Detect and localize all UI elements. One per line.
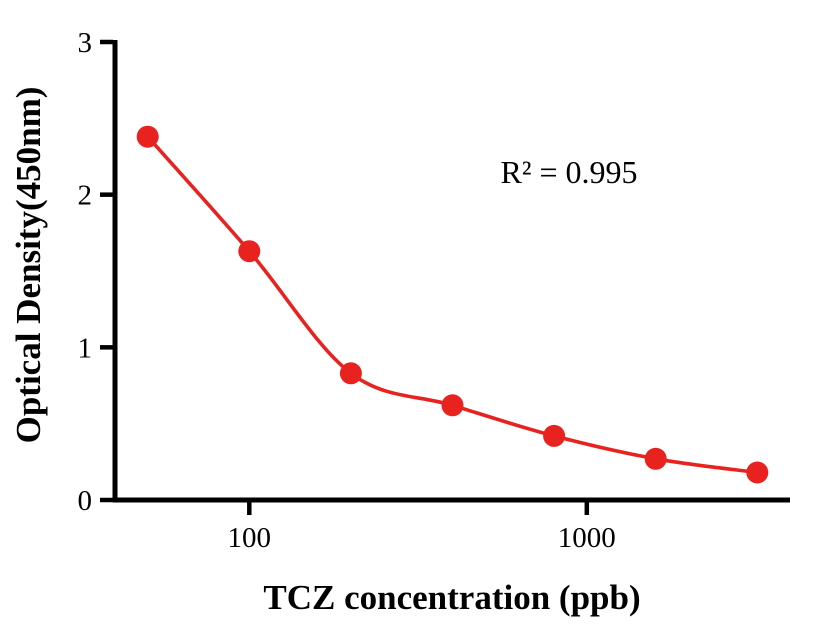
data-point (136, 125, 159, 148)
y-tick-label: 2 (78, 180, 93, 212)
axes (112, 40, 790, 503)
data-point (339, 362, 362, 385)
data-point (746, 461, 769, 484)
data-point (441, 394, 464, 417)
x-tick-label: 1000 (558, 522, 616, 554)
y-tick-label: 3 (78, 27, 93, 59)
data-point (644, 447, 667, 470)
y-tick-label: 0 (78, 485, 93, 517)
y-tick-label: 1 (78, 332, 93, 364)
data-point (238, 240, 261, 263)
y-axis-title: Optical Density(450nm) (9, 87, 48, 444)
r-squared-annotation: R² = 0.995 (501, 154, 638, 190)
fit-curve (145, 134, 760, 475)
plot-area: 0 1 2 3 100 1000 (78, 27, 790, 554)
x-axis-title: TCZ concentration (ppb) (263, 578, 640, 617)
x-tick-label: 100 (228, 522, 272, 554)
data-point (543, 424, 566, 447)
